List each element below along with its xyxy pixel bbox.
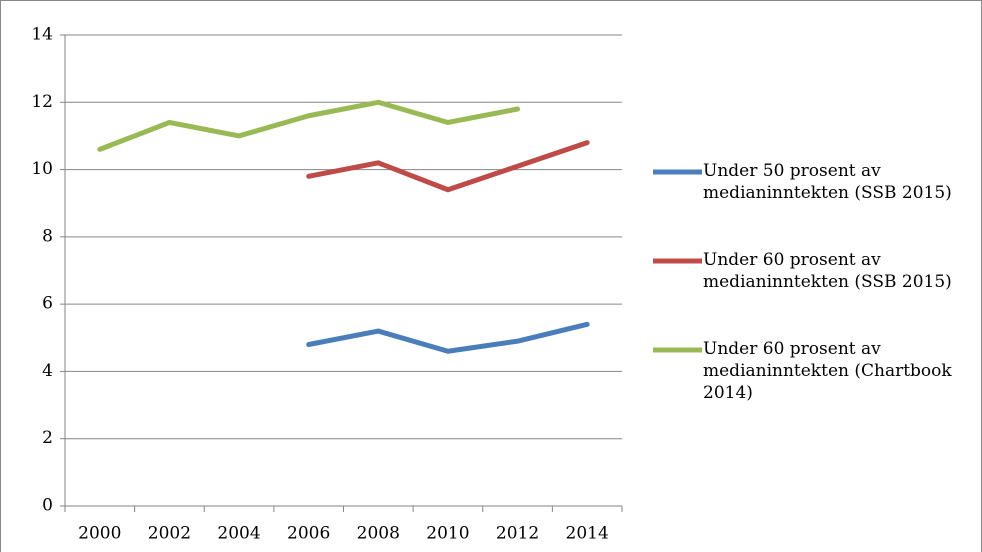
x-tick-label: 2008 [357, 524, 400, 544]
x-tick-label: 2004 [217, 524, 260, 544]
y-tick-label: 8 [42, 226, 53, 246]
x-tick-label: 2006 [287, 524, 330, 544]
legend-label: Under 50 prosent av medianinntekten (SSB… [703, 161, 952, 203]
y-tick-label: 2 [42, 428, 53, 448]
y-tick-label: 14 [31, 25, 53, 45]
x-tick-label: 2014 [566, 524, 609, 544]
legend-label: Under 60 prosent av medianinntekten (Cha… [703, 339, 952, 403]
y-tick-label: 0 [42, 496, 53, 516]
x-tick-label: 2000 [78, 524, 121, 544]
y-tick-label: 10 [31, 159, 53, 179]
y-tick-label: 12 [31, 92, 53, 112]
series-line [306, 140, 590, 193]
y-tick-label: 4 [42, 361, 53, 381]
y-tick-label: 6 [42, 294, 53, 314]
x-tick-label: 2012 [496, 524, 539, 544]
series-line [306, 321, 590, 354]
series-line [97, 99, 521, 152]
x-tick-label: 2002 [148, 524, 191, 544]
legend-label: Under 60 prosent av medianinntekten (SSB… [703, 250, 952, 292]
x-tick-label: 2010 [426, 524, 469, 544]
